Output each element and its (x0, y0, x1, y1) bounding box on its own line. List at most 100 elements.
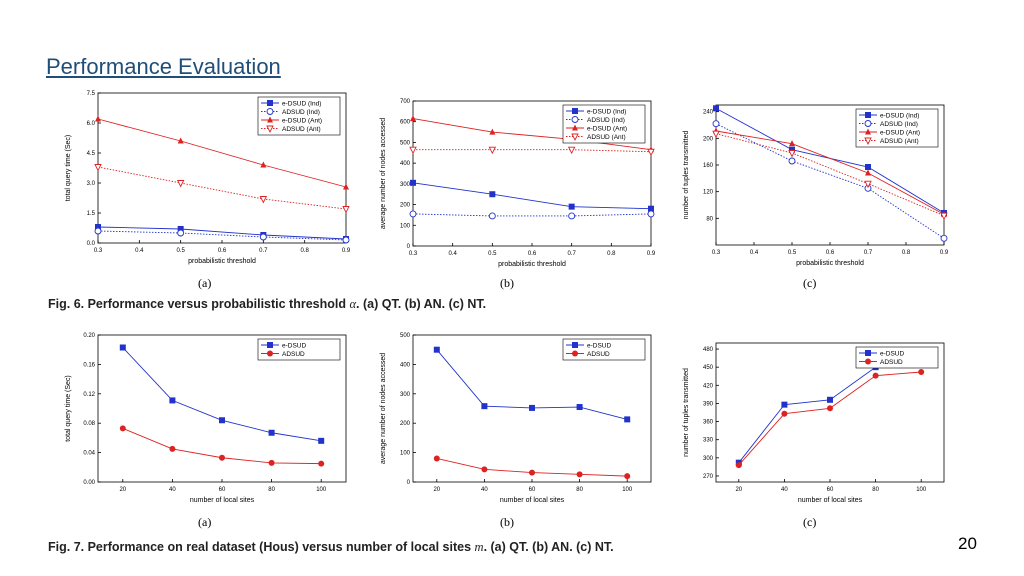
fig7b-xtick-label: 20 (433, 487, 440, 493)
fig7a-data-point (268, 459, 275, 466)
fig6a-data-point (95, 224, 101, 230)
fig6b-xtick-label: 0.6 (528, 251, 537, 257)
fig6b-data-point (410, 115, 416, 122)
fig7a-ytick-label: 0.00 (83, 480, 95, 486)
fig6a-legend-label: e-DSUD (Ant) (282, 117, 322, 124)
fig7b-data-point (624, 416, 631, 423)
fig7b-legend-label: e-DSUD (587, 342, 612, 349)
fig6c-legend-marker (864, 137, 872, 146)
fig6c-data-point (789, 140, 795, 147)
fig7a-series-line (122, 347, 322, 442)
fig7a-ytick-label: 0.20 (83, 333, 95, 339)
fig7c-data-point (827, 405, 833, 412)
fig7a-legend: e-DSUD ADSUD (257, 338, 341, 361)
fig6b-ytick-label: 600 (400, 120, 411, 126)
fig6a-ylabel: total query time (Sec) (65, 135, 72, 202)
fig6c-data-point (940, 212, 948, 221)
fig6a-data-point (94, 164, 102, 172)
fig7a-svg: 20 40 60 80 100 0.00 0.04 0.08 0.12 0.16 0.20 numbe… (65, 333, 347, 504)
fig6a-data-point (95, 115, 101, 122)
fig7c-legend-label: e-DSUD (880, 350, 905, 357)
fig6c-data-point (865, 169, 871, 176)
chart-fig7a: 20 40 60 80 100 0.00 0.04 0.08 0.12 0.16 0.20 numbe… (52, 330, 352, 512)
fig7b-data-point (529, 469, 535, 476)
fig6b-legend: e-DSUD (Ind) ADSUD (Ind)e-DSUD (Ant) ADSUD… (562, 104, 646, 144)
fig6a-ytick-label: 6.0 (87, 121, 96, 127)
chart-fig6b: 0.3 0.4 0.5 0.6 0.7 0.8 0.9 0 100 200 300 400 500 600… (367, 96, 657, 276)
fig6a-legend-label: ADSUD (Ind) (282, 109, 320, 116)
fig7c-xtick-label: 100 (916, 487, 927, 493)
fig6a-ytick-label: 3.0 (87, 181, 96, 187)
fig6a-series-line (97, 230, 347, 241)
fig6c-ytick-label: 120 (703, 190, 714, 196)
fig7a-xlabel: number of local sites (190, 497, 255, 504)
fig7a-xtick-label: 80 (268, 487, 275, 493)
fig6b-svg: 0.3 0.4 0.5 0.6 0.7 0.8 0.9 0 100 200 300 400 500 600… (380, 99, 656, 268)
fig6a-series-3 (94, 164, 350, 214)
fig7b-data-point (481, 466, 488, 473)
fig7c-xlabel: number of local sites (798, 497, 863, 504)
fig6b-data-point (568, 212, 576, 220)
fig6a-sublabel: (a) (198, 276, 212, 290)
fig7c-ylabel: number of tuples transmitted (683, 368, 690, 457)
fig6c-data-point (712, 130, 720, 139)
fig7c-legend-marker (865, 358, 871, 365)
fig7b-xtick-label: 80 (576, 487, 583, 493)
page-number: 20 (958, 534, 977, 553)
fig7c-data-point (872, 372, 879, 379)
fig7b-data-point (576, 471, 583, 478)
fig6a-svg: 0.3 0.4 0.5 0.6 0.7 0.8 0.9 0.0 1.5 3.0 4.5 6.0 7.5 p… (65, 91, 351, 265)
fig6b-series-line (412, 118, 652, 151)
fig7b-sublabel: (b) (500, 515, 514, 529)
fig6a-series-1 (94, 227, 350, 244)
fig7a-xtick-label: 100 (316, 487, 327, 493)
fig7a-ytick-label: 0.16 (83, 362, 95, 368)
fig7a-ytick-label: 0.08 (83, 421, 95, 427)
fig6a-xtick-label: 0.5 (176, 248, 185, 254)
fig7b-xtick-label: 100 (622, 487, 633, 493)
fig6b-xlabel: probabilistic threshold (498, 261, 566, 268)
chart-fig7b: 20 40 60 80 100 0 100 200 300 400 500 number of loc… (367, 330, 657, 512)
fig7a-series-1 (119, 425, 325, 467)
fig6c-series-3 (712, 130, 948, 221)
fig6b-sublabel: (b) (500, 276, 514, 290)
fig6a-data-point (177, 229, 185, 237)
fig7c-series-0 (735, 358, 925, 466)
fig6c-ytick-label: 80 (706, 216, 713, 222)
fig7b-series-1 (433, 455, 631, 480)
fig7a-xtick-label: 40 (169, 487, 176, 493)
fig7b-data-point (433, 346, 440, 353)
fig6b-legend-marker (572, 124, 578, 131)
fig6a-legend-label: ADSUD (Ant) (282, 126, 321, 133)
fig7a-data-point (119, 425, 126, 432)
fig7a-ytick-label: 0.12 (83, 392, 95, 398)
fig6-caption-pre: Fig. 6. Performance versus probabilistic… (48, 297, 346, 311)
fig7c-ytick-label: 480 (703, 347, 714, 353)
fig6b-data-point (568, 203, 575, 210)
fig6b-data-point (409, 146, 417, 155)
fig6c-series-line (715, 130, 945, 215)
fig6b-xtick-label: 0.8 (607, 251, 616, 257)
fig6a-xtick-label: 0.3 (94, 248, 103, 254)
fig6b-ytick-label: 0 (407, 244, 411, 250)
fig7a-series-0 (119, 344, 325, 444)
fig6a-series-line (97, 226, 347, 240)
fig7b-data-point (624, 473, 631, 480)
fig6c-series-line (715, 123, 945, 239)
fig7b-xtick-label: 40 (481, 487, 488, 493)
fig7a-data-point (219, 417, 225, 424)
fig6c-svg: 0.3 0.4 0.5 0.6 0.7 0.8 0.9 80 120 160 200 240 proba… (683, 104, 949, 267)
chart-fig6c: 0.3 0.4 0.5 0.6 0.7 0.8 0.9 80 120 160 200 240 proba… (670, 100, 950, 275)
fig6c-xtick-label: 0.4 (750, 250, 759, 256)
fig6c-series-line (715, 133, 945, 217)
fig6c-legend-marker (864, 120, 872, 127)
fig6a-data-point (260, 161, 267, 168)
fig6c-sublabel: (c) (803, 276, 817, 290)
fig6c-data-point (940, 234, 948, 242)
fig7c-legend-box (855, 346, 939, 369)
fig6a-legend-marker (267, 116, 273, 123)
fig7b-legend-label: ADSUD (587, 351, 610, 358)
fig6a-series-2 (95, 115, 349, 190)
fig6c-legend-label: e-DSUD (Ind) (880, 112, 919, 119)
fig7b-legend-marker (572, 350, 578, 357)
